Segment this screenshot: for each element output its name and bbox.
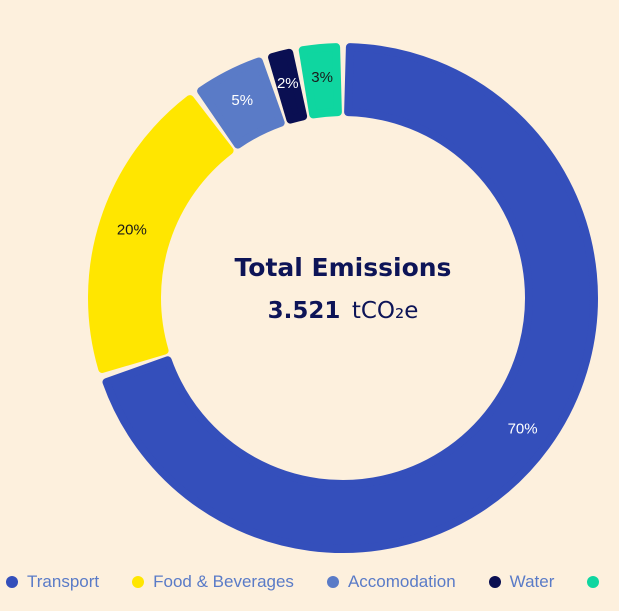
donut-slice-labels: 70% 20% 5% 2% 3% (117, 69, 538, 438)
center-total-value: 3.521 (268, 298, 341, 324)
center-total-unit: tCO₂e (352, 298, 419, 324)
slice-label-water: 2% (277, 75, 299, 92)
slice-label-food-beverages: 20% (117, 221, 147, 238)
slice-series-5[interactable] (298, 43, 342, 119)
chart-legend: Transport Food & Beverages Accomodation Wat… (6, 572, 619, 592)
slice-accomodation[interactable] (197, 57, 285, 149)
legend-dot-icon (587, 576, 600, 588)
slice-label-series-5: 3% (311, 69, 333, 86)
slice-food-beverages[interactable] (88, 95, 234, 373)
legend-item-series-5[interactable] (587, 576, 608, 588)
legend-item-accomodation[interactable]: Accomodation (326, 572, 456, 592)
legend-dot-icon (488, 576, 501, 588)
slice-label-accomodation: 5% (231, 92, 253, 109)
legend-label: Accomodation (347, 572, 456, 591)
slice-label-transport: 70% (508, 420, 538, 437)
center-total: 3.521 tCO₂e (268, 298, 419, 324)
slice-transport[interactable] (102, 43, 598, 553)
slice-water[interactable] (268, 48, 308, 124)
legend-dot-icon (326, 576, 339, 588)
legend-item-water[interactable]: Water (488, 572, 555, 592)
legend-dot-icon (132, 576, 145, 588)
legend-label: Water (509, 572, 555, 591)
center-title: Total Emissions (235, 253, 452, 282)
legend-dot-icon (6, 576, 18, 588)
legend-label: Food & Beverages (153, 572, 294, 591)
legend-item-transport[interactable]: Transport (6, 572, 99, 592)
donut-slices (88, 43, 598, 553)
legend-item-food-beverages[interactable]: Food & Beverages (132, 572, 294, 592)
legend-label: Transport (27, 572, 100, 591)
